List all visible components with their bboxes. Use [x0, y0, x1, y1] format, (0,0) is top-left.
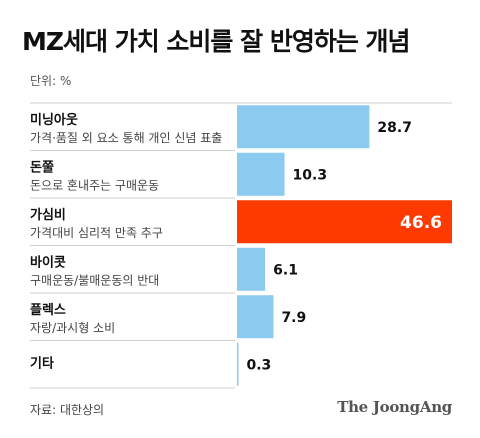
bar: [237, 152, 285, 196]
data-label: 7.9: [281, 310, 306, 326]
category-label: 돈쭐: [30, 161, 54, 176]
category-description: 자랑/과시형 소비: [30, 321, 115, 335]
category-label: 가심비: [30, 207, 66, 223]
category-label: 기타: [30, 356, 54, 372]
data-label: 10.3: [293, 167, 328, 183]
category-description: 가격·품질 외 요소 통해 개인 신념 표출: [30, 131, 222, 145]
data-label: 46.6: [400, 213, 442, 233]
category-description: 가격대비 심리적 만족 추구: [30, 226, 163, 240]
bar: [237, 295, 274, 339]
bar: [237, 105, 370, 149]
publisher-logo: The JoongAng: [337, 398, 452, 416]
bar: [237, 200, 452, 244]
category-label: 플렉스: [30, 302, 66, 318]
data-label: 28.7: [377, 120, 412, 136]
bar: [237, 342, 239, 386]
category-description: 구매운동/불매운동의 반대: [30, 274, 159, 288]
bar: [237, 247, 266, 291]
unit-label: 단위: %: [30, 74, 72, 88]
category-label: 바이콧: [30, 255, 66, 271]
category-description: 돈으로 혼내주는 구매운동: [30, 179, 159, 193]
data-label: 6.1: [273, 262, 298, 278]
source-label: 자료: 대한상의: [30, 403, 105, 417]
chart-title: MZ세대 가치 소비를 잘 반영하는 개념: [22, 27, 411, 56]
category-label: 미닝아웃: [30, 112, 78, 128]
data-label: 0.3: [247, 357, 272, 373]
